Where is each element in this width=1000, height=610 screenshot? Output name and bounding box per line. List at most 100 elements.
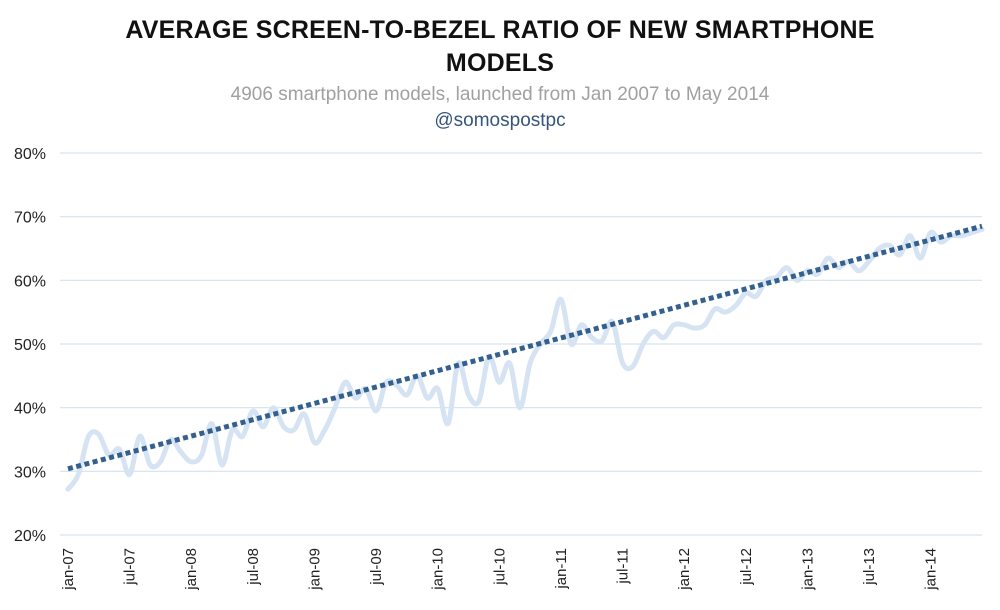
data-point (702, 322, 707, 327)
data-point (250, 408, 255, 413)
data-point (322, 427, 327, 432)
data-point (117, 447, 122, 452)
x-tick-label: jan-09 (306, 548, 323, 591)
data-point (240, 434, 245, 439)
x-tick-label: jul-10 (491, 548, 508, 586)
data-point (825, 256, 830, 261)
data-point (230, 427, 235, 432)
author-handle: @somospostpc (434, 110, 566, 131)
x-tick: jul-09 (368, 548, 385, 586)
x-tick-label: jul-13 (861, 548, 878, 586)
data-point (291, 427, 296, 432)
data-point (908, 233, 913, 238)
data-point (466, 392, 471, 397)
data-point (579, 322, 584, 327)
data-point (723, 310, 728, 315)
data-point (630, 364, 635, 369)
data-point (569, 342, 574, 347)
data-point (281, 424, 286, 429)
data-point (548, 329, 553, 334)
x-tick-label: jul-08 (245, 548, 262, 586)
data-point (867, 259, 872, 264)
y-tick-label: 40% (14, 401, 46, 418)
y-tick-label: 50% (14, 337, 46, 354)
data-point (302, 412, 307, 417)
data-point (795, 278, 800, 283)
grid-lines (60, 152, 982, 536)
data-point (938, 240, 943, 245)
data-point (692, 326, 697, 331)
x-tick-label: jan-14 (923, 548, 940, 591)
x-tick: jul-12 (738, 548, 755, 586)
chart-subtitle: 4906 smartphone models, launched from Ja… (230, 84, 770, 105)
data-point (312, 440, 317, 445)
y-tick-label: 20% (14, 528, 46, 545)
data-point (754, 294, 759, 299)
x-tick-label: jul-07 (122, 548, 139, 586)
data-point (733, 303, 738, 308)
x-tick: jan-11 (553, 548, 570, 590)
data-point (661, 335, 666, 340)
trend-line (67, 223, 983, 472)
data-point (137, 434, 142, 439)
x-tick: jul-13 (861, 548, 878, 586)
data-point (333, 405, 338, 410)
data-point (353, 396, 358, 401)
data-point (178, 450, 183, 455)
data-point (435, 386, 440, 391)
data-point (76, 472, 81, 477)
y-tick-label: 60% (14, 273, 46, 290)
data-point (199, 453, 204, 458)
data-point (404, 392, 409, 397)
data-point (271, 405, 276, 410)
data-point (620, 361, 625, 366)
x-tick: jan-13 (799, 548, 816, 591)
data-point (671, 322, 676, 327)
data-point (897, 252, 902, 257)
x-tick-label: jul-12 (738, 548, 755, 586)
data-point (66, 487, 71, 492)
x-tick: jan-10 (430, 548, 447, 591)
data-point (856, 268, 861, 273)
data-point (887, 243, 892, 248)
data-point (641, 342, 646, 347)
data-point (600, 338, 605, 343)
x-tick: jul-07 (122, 548, 139, 586)
x-tick: jul-11 (615, 548, 632, 585)
x-tick-label: jan-12 (676, 548, 693, 591)
data-point (918, 256, 923, 261)
data-point (507, 361, 512, 366)
data-point (784, 265, 789, 270)
data-point (220, 462, 225, 467)
data-point (86, 434, 91, 439)
data-point (589, 335, 594, 340)
x-tick-label: jan-08 (183, 548, 200, 591)
x-tick: jan-12 (676, 548, 693, 591)
y-tick-label: 70% (14, 210, 46, 227)
x-tick: jul-08 (245, 548, 262, 586)
data-point (343, 380, 348, 385)
y-tick-label: 30% (14, 464, 46, 481)
x-tick: jan-14 (923, 548, 940, 591)
data-point (682, 322, 687, 327)
chart-title: AVERAGE SCREEN-TO-BEZEL RATIO OF NEW SMA… (125, 16, 875, 77)
data-point (712, 306, 717, 311)
data-point (425, 396, 430, 401)
x-tick: jan-09 (306, 548, 323, 591)
data-point (209, 421, 214, 426)
data-point (374, 408, 379, 413)
x-tick: jan-07 (60, 548, 77, 591)
data-point (261, 424, 266, 429)
data-point (928, 230, 933, 235)
data-point (558, 297, 563, 302)
x-axis-ticks: jan-07 jul-07 jan-08 jul-08 jan-09 jul-09 jan-… (60, 548, 940, 591)
series-group (65, 223, 985, 492)
y-axis-ticks: 20% 30% 40% 50% 60% 70% 80% (14, 146, 46, 545)
data-point (445, 421, 450, 426)
x-tick-label: jul-09 (368, 548, 385, 586)
data-point (148, 462, 153, 467)
data-point (651, 329, 656, 334)
x-tick-label: jul-11 (615, 548, 632, 585)
data-point (877, 246, 882, 251)
